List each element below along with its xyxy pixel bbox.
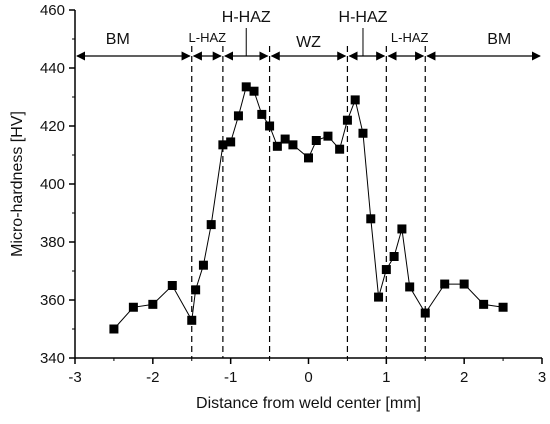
- x-tick-label: 1: [382, 369, 390, 386]
- zone-label: H-HAZ: [222, 9, 271, 26]
- data-point: [233, 111, 243, 121]
- data-point: [241, 82, 251, 92]
- data-point: [323, 131, 333, 141]
- x-tick-label: -3: [68, 369, 81, 386]
- data-point: [280, 134, 290, 144]
- x-tick-label: -2: [146, 369, 159, 386]
- zone-label: L-HAZ: [391, 30, 429, 45]
- zone-label: WZ: [296, 34, 321, 51]
- x-tick-label: 2: [460, 369, 468, 386]
- zone-label: L-HAZ: [189, 30, 227, 45]
- data-point: [257, 109, 267, 119]
- data-point: [198, 260, 208, 270]
- x-tick-label: 0: [304, 369, 312, 386]
- data-point: [479, 299, 489, 309]
- y-tick-label: 440: [40, 60, 65, 77]
- data-point: [288, 140, 298, 150]
- data-point: [440, 279, 450, 289]
- data-point: [128, 302, 138, 312]
- x-axis-label: Distance from weld center [mm]: [196, 395, 421, 412]
- data-point: [311, 136, 321, 145]
- data-point: [358, 128, 368, 138]
- y-tick-label: 360: [40, 292, 65, 309]
- y-tick-label: 400: [40, 176, 65, 193]
- data-point: [498, 302, 508, 312]
- data-point: [191, 285, 201, 295]
- data-point: [218, 140, 228, 150]
- data-point: [405, 282, 415, 292]
- data-point: [342, 115, 352, 125]
- data-point: [420, 308, 430, 318]
- data-point: [167, 281, 177, 290]
- data-point: [366, 214, 376, 224]
- y-tick-label: 420: [40, 118, 65, 135]
- zone-label: BM: [106, 31, 130, 48]
- data-point: [265, 121, 275, 131]
- x-tick-label: 3: [538, 369, 546, 386]
- data-point: [249, 86, 259, 96]
- data-point: [397, 224, 407, 234]
- data-point: [374, 292, 384, 302]
- zone-label: BM: [487, 31, 511, 48]
- data-point: [187, 315, 197, 325]
- data-point: [350, 95, 360, 105]
- data-point: [304, 153, 313, 163]
- data-point: [272, 141, 282, 151]
- data-point: [148, 299, 158, 309]
- data-point: [226, 137, 236, 147]
- data-point: [206, 220, 216, 230]
- data-point: [459, 279, 469, 289]
- data-point: [335, 144, 345, 154]
- data-point: [109, 324, 119, 334]
- zone-label: H-HAZ: [339, 9, 388, 26]
- y-tick-label: 460: [40, 2, 65, 19]
- y-tick-label: 340: [40, 350, 65, 367]
- y-axis-label: Micro-hardness [HV]: [9, 111, 26, 257]
- series-line: [113, 86, 504, 330]
- data-point: [389, 252, 399, 261]
- y-tick-label: 380: [40, 234, 65, 251]
- data-point: [381, 265, 391, 275]
- x-tick-label: -1: [224, 369, 237, 386]
